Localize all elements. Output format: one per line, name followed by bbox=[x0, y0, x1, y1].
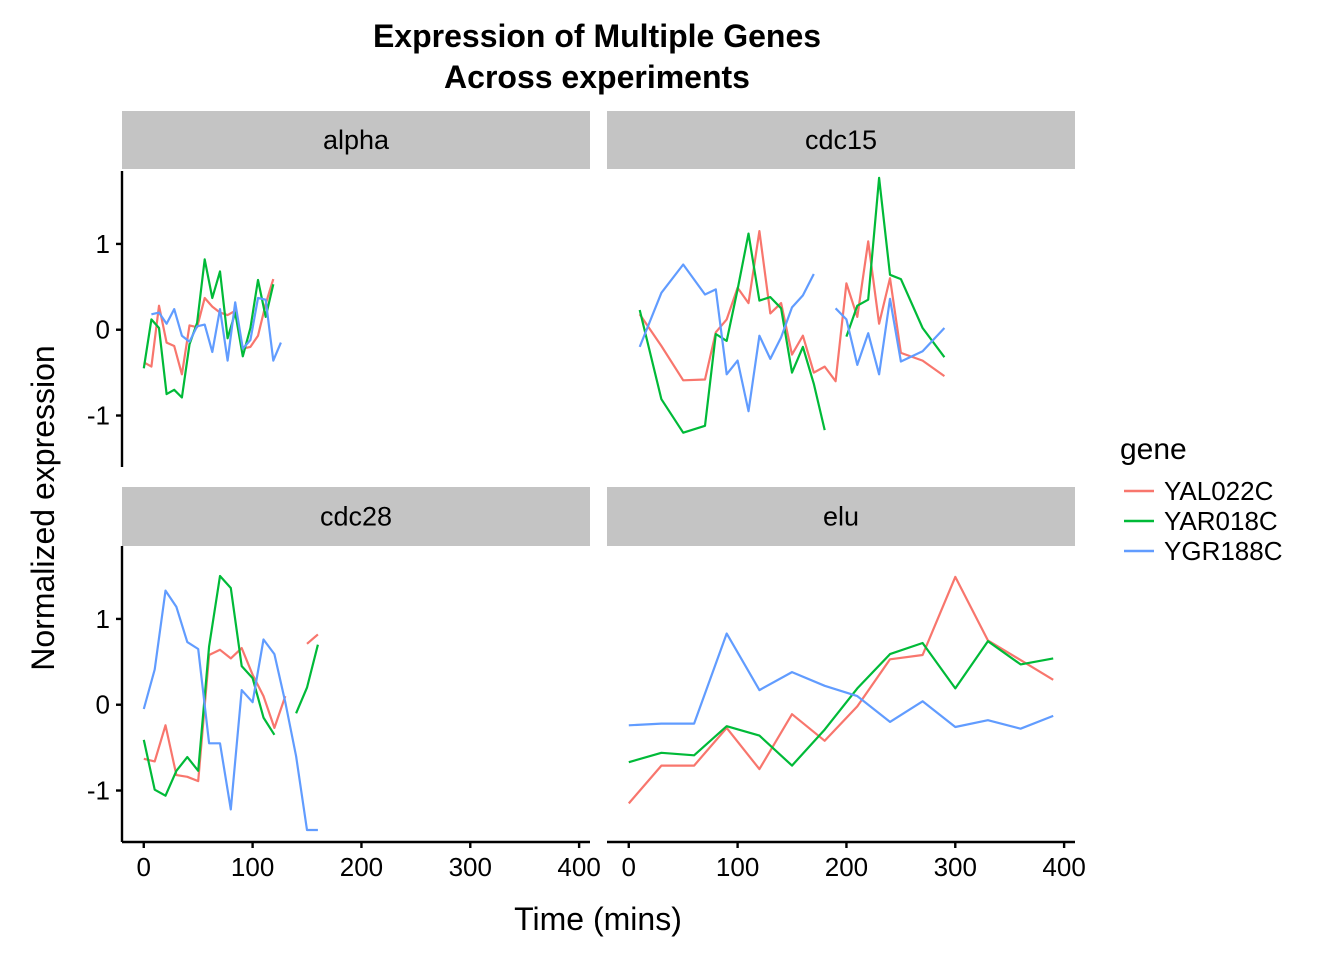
strip-alpha bbox=[122, 111, 590, 169]
series-line-YAR018C-elu bbox=[628, 640, 1054, 767]
panel-cdc15: cdc15 bbox=[607, 111, 1075, 434]
legend-item-YAR018C: YAR018C bbox=[1124, 506, 1278, 536]
chart-title-line-2: Across experiments bbox=[444, 59, 750, 95]
series-line-YGR188C-alpha bbox=[151, 296, 282, 362]
facet-panels: alpha -1 0 1 cdc15 cdc28 -1 0 1 0 100 200 300 400 elu 0… bbox=[87, 111, 1086, 882]
series-line-YAR018C-cdc28 bbox=[295, 644, 319, 714]
series-line-YGR188C-cdc15 bbox=[638, 263, 815, 413]
strip-label-elu: elu bbox=[823, 502, 859, 532]
x-tick-label: 0 bbox=[137, 852, 151, 882]
series-line-YAR018C-alpha bbox=[142, 258, 275, 399]
panel-alpha: alpha -1 0 1 bbox=[87, 111, 590, 467]
series-line-YAR018C-cdc28 bbox=[142, 574, 276, 797]
strip-cdc15 bbox=[607, 111, 1075, 169]
x-tick-label: 400 bbox=[557, 852, 600, 882]
y-tick-label: -1 bbox=[87, 401, 110, 431]
panel-cdc28: cdc28 -1 0 1 0 100 200 300 400 bbox=[87, 487, 601, 882]
series-line-YGR188C-cdc15 bbox=[834, 297, 946, 376]
series-line-YAL022C-elu bbox=[627, 575, 1054, 805]
y-tick-label: 1 bbox=[96, 604, 110, 634]
series-line-YAR018C-cdc15 bbox=[845, 176, 946, 358]
strip-elu bbox=[607, 487, 1075, 546]
x-tick-label: 200 bbox=[340, 852, 383, 882]
y-tick-label: 1 bbox=[96, 229, 110, 259]
y-tick-label: 0 bbox=[96, 690, 110, 720]
series-line-YAL022C-cdc28 bbox=[306, 633, 319, 645]
strip-cdc28 bbox=[122, 487, 590, 546]
y-tick-label: 0 bbox=[96, 315, 110, 345]
x-tick-label: 300 bbox=[934, 852, 977, 882]
series-line-YGR188C-elu bbox=[628, 632, 1054, 730]
x-tick-label: 100 bbox=[231, 852, 274, 882]
strip-label-cdc28: cdc28 bbox=[320, 502, 392, 532]
legend-item-YGR188C: YGR188C bbox=[1124, 536, 1283, 566]
x-tick-label: 300 bbox=[449, 852, 492, 882]
series-line-YGR188C-cdc28 bbox=[142, 589, 318, 832]
x-tick-label: 0 bbox=[622, 852, 636, 882]
legend-label-YAR018C: YAR018C bbox=[1164, 506, 1278, 536]
series-line-YAL022C-alpha bbox=[143, 278, 275, 376]
series-line-YAR018C-cdc15 bbox=[638, 232, 826, 434]
x-tick-label: 400 bbox=[1042, 852, 1085, 882]
x-axis-title: Time (mins) bbox=[514, 901, 682, 937]
legend-label-YAL022C: YAL022C bbox=[1164, 476, 1273, 506]
x-tick-label: 200 bbox=[825, 852, 868, 882]
legend-label-YGR188C: YGR188C bbox=[1164, 536, 1283, 566]
series-line-YAL022C-cdc28 bbox=[143, 647, 287, 783]
strip-label-alpha: alpha bbox=[323, 125, 390, 155]
panel-elu: elu 0 100 200 300 400 bbox=[607, 487, 1086, 882]
strip-label-cdc15: cdc15 bbox=[805, 125, 877, 155]
y-axis-title: Normalized expression bbox=[25, 345, 61, 670]
x-tick-label: 100 bbox=[716, 852, 759, 882]
legend-title: gene bbox=[1120, 433, 1187, 466]
legend-item-YAL022C: YAL022C bbox=[1124, 476, 1273, 506]
y-tick-label: -1 bbox=[87, 776, 110, 806]
chart-title-line-1: Expression of Multiple Genes bbox=[373, 18, 821, 54]
